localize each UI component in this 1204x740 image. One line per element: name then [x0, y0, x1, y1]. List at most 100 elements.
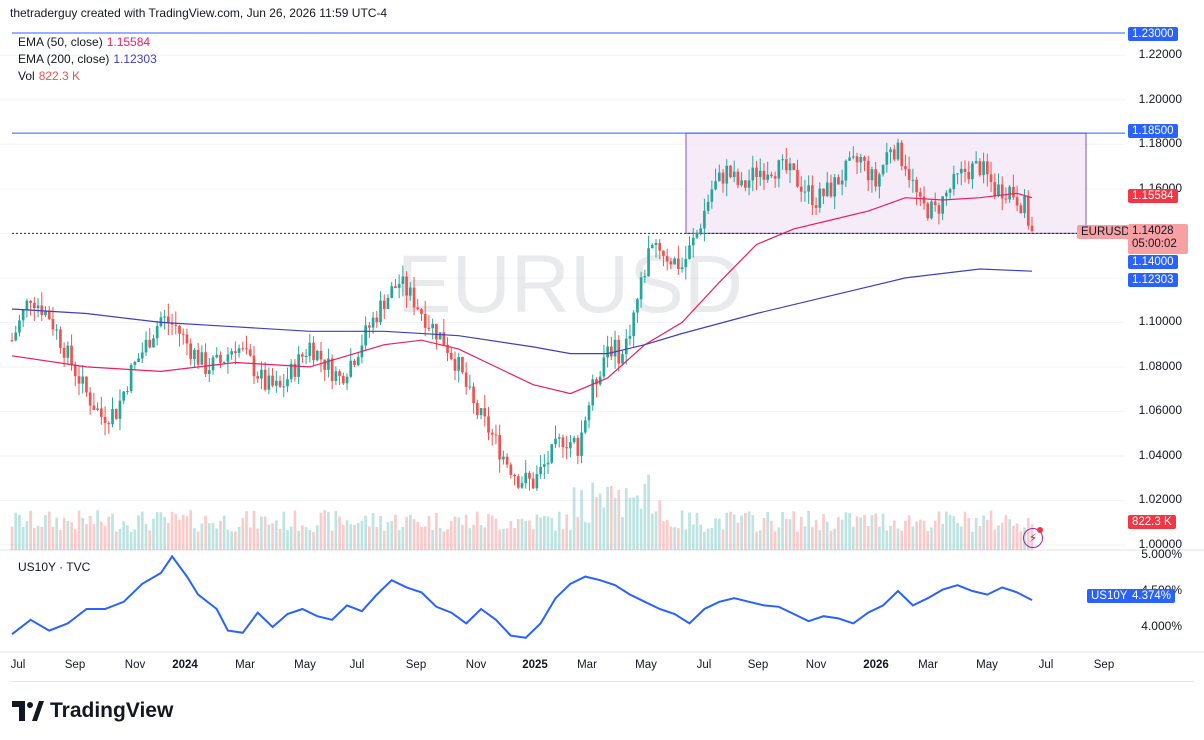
candle[interactable] [505, 453, 509, 468]
candle[interactable] [77, 365, 81, 396]
candle[interactable] [181, 328, 185, 345]
candle[interactable] [446, 337, 449, 362]
candle[interactable] [833, 173, 837, 210]
candle[interactable] [591, 374, 595, 411]
candle[interactable] [561, 434, 565, 458]
candle[interactable] [598, 370, 602, 386]
candle[interactable] [14, 325, 18, 342]
candle[interactable] [349, 348, 353, 378]
candle[interactable] [1000, 176, 1004, 211]
candle[interactable] [665, 248, 669, 271]
candle[interactable] [606, 335, 609, 368]
candle[interactable] [542, 454, 546, 479]
candle[interactable] [766, 161, 770, 183]
candle[interactable] [423, 300, 427, 337]
candle[interactable] [985, 153, 989, 187]
candle[interactable] [643, 269, 647, 283]
candle[interactable] [129, 363, 133, 394]
candle[interactable] [386, 294, 390, 309]
candle[interactable] [758, 158, 762, 186]
candle[interactable] [274, 370, 278, 393]
candle[interactable] [628, 324, 632, 346]
candle[interactable] [531, 472, 535, 490]
candle[interactable] [289, 359, 293, 383]
candle[interactable] [368, 322, 371, 339]
candle[interactable] [747, 169, 751, 196]
lightning-icon[interactable]: ⚡ [1023, 528, 1043, 548]
candle[interactable] [855, 152, 859, 175]
candle[interactable] [412, 276, 416, 316]
candle[interactable] [267, 367, 271, 395]
candle[interactable] [464, 362, 468, 395]
candle[interactable] [956, 173, 959, 185]
candle[interactable] [777, 159, 781, 188]
candle[interactable] [286, 367, 289, 393]
candle[interactable] [155, 320, 159, 346]
candle[interactable] [762, 163, 766, 191]
candle[interactable] [677, 245, 680, 275]
candle[interactable] [922, 186, 926, 210]
candle[interactable] [550, 444, 554, 464]
candle[interactable] [576, 435, 580, 465]
candle[interactable] [900, 140, 904, 171]
candle[interactable] [256, 371, 260, 383]
candle[interactable] [200, 345, 204, 366]
candle[interactable] [874, 161, 877, 192]
candle[interactable] [744, 180, 747, 192]
candle[interactable] [639, 271, 643, 308]
candle[interactable] [773, 171, 777, 188]
candle[interactable] [881, 164, 885, 177]
candle[interactable] [278, 375, 282, 388]
candle[interactable] [189, 338, 193, 366]
candle[interactable] [595, 377, 598, 398]
candle[interactable] [706, 194, 710, 215]
candle[interactable] [848, 151, 851, 161]
candle[interactable] [29, 300, 32, 316]
candle[interactable] [911, 168, 915, 193]
candle[interactable] [468, 374, 472, 390]
candle[interactable] [870, 166, 874, 193]
candle[interactable] [382, 294, 386, 320]
candle[interactable] [699, 223, 703, 236]
candle[interactable] [103, 406, 107, 436]
candle[interactable] [92, 392, 96, 411]
candle[interactable] [271, 367, 274, 388]
candle[interactable] [825, 171, 829, 198]
candles[interactable] [10, 138, 1034, 491]
candle[interactable] [583, 416, 587, 435]
candle[interactable] [978, 158, 982, 177]
candle[interactable] [32, 296, 36, 321]
candle[interactable] [416, 299, 420, 311]
candle[interactable] [918, 187, 922, 207]
candle[interactable] [732, 160, 736, 183]
candle[interactable] [516, 474, 520, 490]
candle[interactable] [230, 348, 233, 360]
candle[interactable] [557, 433, 561, 448]
candle[interactable] [364, 316, 367, 351]
candle[interactable] [185, 328, 189, 356]
candle[interactable] [803, 179, 807, 202]
candle[interactable] [10, 332, 14, 342]
tradingview-logo[interactable]: TradingView [12, 699, 173, 723]
candle[interactable] [513, 473, 516, 486]
candle[interactable] [688, 236, 691, 260]
candle[interactable] [859, 153, 863, 173]
candle[interactable] [851, 146, 855, 160]
candle[interactable] [781, 154, 784, 170]
candle[interactable] [405, 271, 408, 308]
candle[interactable] [948, 187, 952, 199]
candle[interactable] [569, 434, 572, 458]
candle[interactable] [107, 421, 111, 434]
candle[interactable] [997, 173, 1000, 198]
candle[interactable] [740, 172, 743, 188]
candle[interactable] [636, 298, 639, 323]
candle[interactable] [878, 172, 881, 199]
candle[interactable] [341, 372, 345, 385]
candle[interactable] [81, 365, 85, 394]
candle[interactable] [717, 164, 721, 182]
candle[interactable] [118, 389, 122, 431]
candle[interactable] [301, 352, 304, 364]
candle[interactable] [937, 202, 941, 225]
candle[interactable] [461, 356, 464, 375]
candle[interactable] [170, 313, 174, 336]
